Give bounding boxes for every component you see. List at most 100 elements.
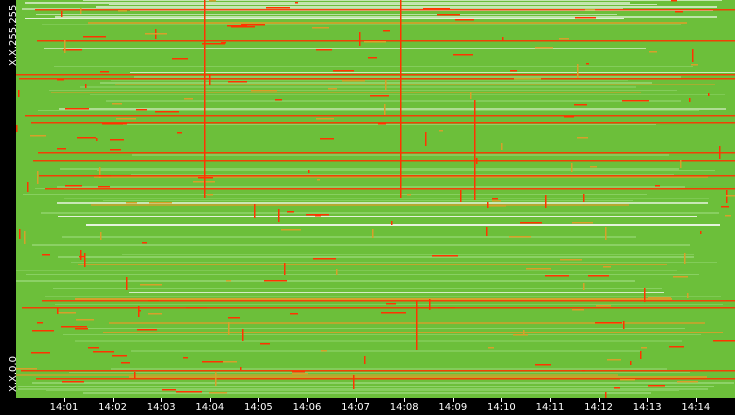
heatmap-hot-spot (644, 288, 646, 302)
heatmap-hot-spot (57, 308, 59, 314)
heatmap-hot-spot (700, 231, 702, 234)
heatmap-hot-spot (607, 359, 621, 361)
heatmap-hot-spot (677, 381, 698, 383)
heatmap-vertical-scan (416, 300, 418, 350)
heatmap-hot-spot (16, 125, 18, 132)
heatmap-hot-spot (211, 361, 237, 363)
heatmap-hot-spot (501, 143, 503, 150)
heatmap-hot-spot (260, 343, 270, 345)
heatmap-texture-row (54, 66, 693, 67)
heatmap-hot-spot (63, 49, 82, 51)
heatmap-texture-row (131, 174, 674, 175)
x-tick-label: 14:09 (438, 402, 468, 413)
heatmap-hot-spot (596, 305, 611, 307)
heatmap-hot-row (39, 175, 735, 177)
x-tick-mark (598, 398, 600, 402)
heatmap-hot-spot (57, 312, 76, 314)
heatmap-hot-spot (622, 100, 649, 102)
heatmap-hot-row (45, 188, 735, 190)
x-tick-mark (501, 398, 503, 402)
heatmap-texture-row (109, 322, 705, 324)
heatmap-hot-spot (614, 387, 620, 389)
heatmap-hot-spot (306, 214, 329, 216)
heatmap-hot-spot (308, 170, 310, 173)
heatmap-texture-row (111, 368, 667, 370)
heatmap-hot-spot (669, 346, 684, 348)
heatmap-texture-row (96, 6, 717, 8)
heatmap-hot-spot (583, 283, 585, 290)
heatmap-texture-row (106, 100, 681, 102)
heatmap-texture-row (60, 168, 679, 170)
heatmap-hot-spot (110, 149, 121, 151)
heatmap-hot-spot (37, 322, 43, 324)
heatmap-hot-spot (145, 33, 167, 35)
heatmap-hot-spot (725, 215, 731, 217)
heatmap-hot-spot (80, 8, 82, 14)
heatmap-hot-spot (364, 356, 366, 364)
heatmap-hot-spot (317, 179, 320, 181)
heatmap-hot-spot (32, 330, 54, 332)
heatmap-texture-row (69, 372, 690, 373)
heatmap-hot-spot (62, 381, 84, 383)
heatmap-texture-row (59, 108, 726, 110)
heatmap-hot-spot (57, 148, 66, 150)
heatmap-hot-spot (432, 255, 458, 257)
heatmap-hot-spot (675, 11, 683, 13)
heatmap-hot-spot (228, 317, 240, 319)
heatmap-hot-spot (407, 194, 411, 196)
heatmap-texture-row (49, 90, 677, 91)
heatmap-hot-row (22, 307, 735, 309)
heatmap-texture-row (75, 340, 682, 342)
heatmap-hot-row (37, 40, 735, 42)
heatmap-hot-spot (691, 64, 698, 66)
heatmap-hot-spot (316, 49, 332, 51)
heatmap-hot-spot (116, 118, 136, 120)
heatmap-hot-spot (671, 0, 677, 2)
heatmap-hot-spot (83, 36, 106, 38)
heatmap-hot-spot (588, 275, 609, 277)
heatmap-hot-spot (42, 254, 50, 256)
heatmap-texture-row (46, 390, 679, 391)
heatmap-hot-spot (577, 137, 588, 139)
heatmap-texture-row (100, 82, 652, 84)
heatmap-hot-spot (118, 10, 127, 12)
heatmap-hot-spot (364, 41, 386, 43)
x-tick-label: 14:07 (341, 402, 371, 413)
heatmap-texture-row (103, 200, 633, 201)
heatmap-texture-row (58, 256, 694, 258)
heatmap-hot-spot (275, 99, 282, 101)
heatmap-hot-spot (315, 215, 321, 217)
heatmap-hot-spot (126, 277, 128, 290)
heatmap-hot-spot (719, 146, 721, 159)
heatmap-hot-spot (673, 276, 688, 278)
heatmap-hot-spot (476, 158, 478, 164)
heatmap-hot-spot (586, 63, 589, 65)
heatmap-hot-spot (138, 310, 141, 312)
heatmap-hot-spot (98, 186, 110, 188)
heatmap-hot-spot (290, 313, 298, 315)
heatmap-hot-spot (284, 263, 286, 275)
heatmap-texture-row (32, 244, 690, 246)
heatmap-hot-spot (37, 171, 39, 184)
heatmap-hot-spot (162, 389, 176, 391)
heatmap-hot-row (35, 9, 735, 11)
heatmap-hot-spot (136, 109, 147, 111)
heatmap-texture-row (42, 24, 681, 25)
heatmap-hot-spot (209, 74, 211, 85)
heatmap-hot-spot (93, 351, 114, 353)
heatmap-hot-spot (79, 256, 85, 258)
x-tick-label: 14:12 (584, 402, 614, 413)
x-axis: 14:01 14:02 14:03 14:04 14:05 14:06 14:07 14:08… (16, 398, 735, 415)
heatmap-texture-row (57, 186, 685, 188)
heatmap-hot-row (19, 78, 735, 80)
heatmap-texture-row (88, 22, 687, 24)
heatmap-hot-spot (726, 195, 735, 197)
x-tick-label: 14:03 (146, 402, 176, 413)
heatmap-hot-spot (526, 268, 551, 270)
heatmap-hot-spot (370, 95, 389, 97)
heatmap-hot-spot (140, 284, 162, 286)
heatmap-hot-spot (520, 222, 542, 224)
heatmap-hot-spot (425, 132, 427, 146)
heatmap-hot-spot (176, 391, 202, 393)
heatmap-texture-row (53, 288, 662, 289)
